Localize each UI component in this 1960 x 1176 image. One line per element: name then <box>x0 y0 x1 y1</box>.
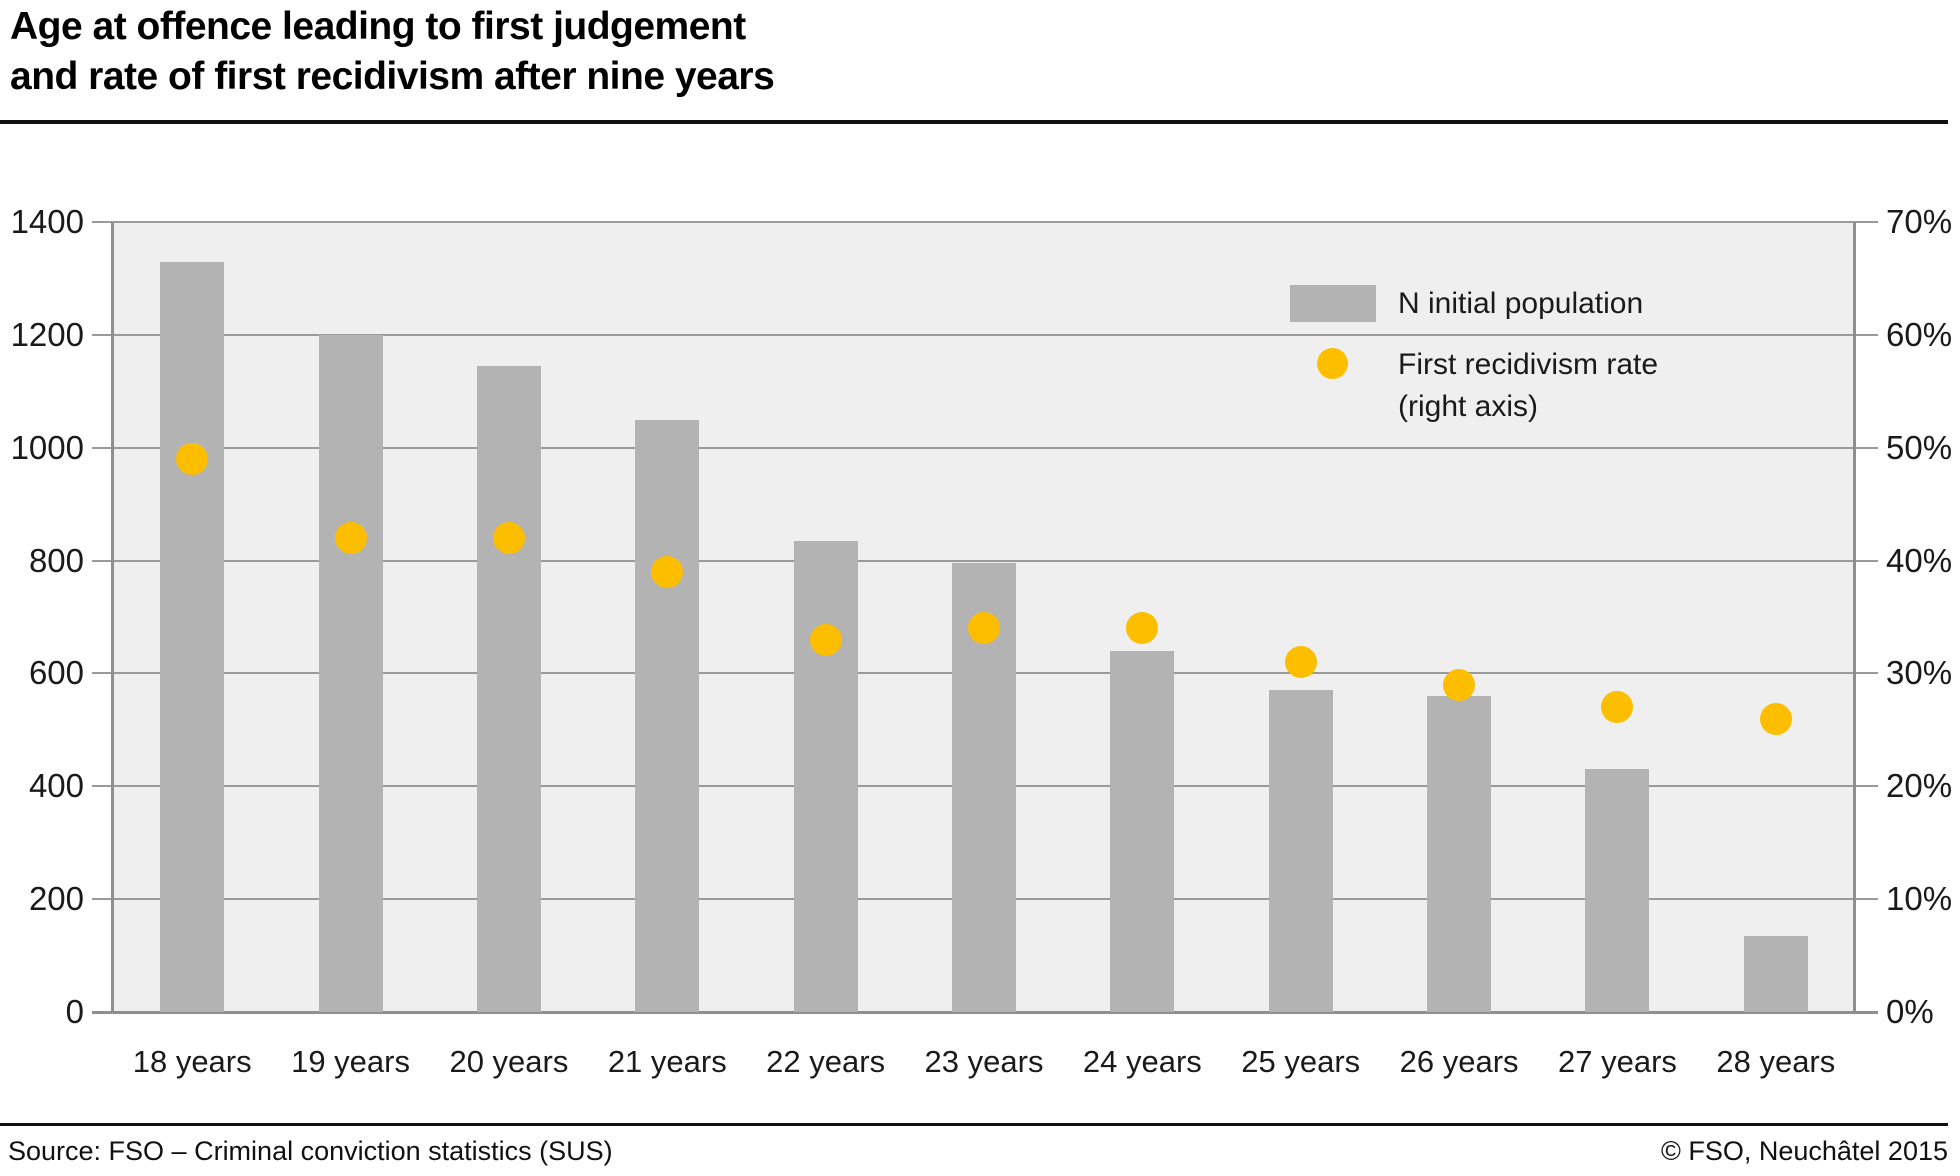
y-axis-tick-label: 1200 <box>10 315 84 353</box>
y2-axis-tick-label: 20% <box>1886 767 1953 805</box>
x-axis-label: 19 years <box>291 1044 410 1079</box>
gridline <box>92 221 1878 223</box>
chart-title-line2: and rate of first recidivism after nine … <box>10 55 775 98</box>
x-axis-label: 27 years <box>1558 1044 1677 1079</box>
bar-initial-population <box>318 334 383 1012</box>
y2-axis-line <box>1853 222 1856 1012</box>
y-axis-tick-label: 1400 <box>10 203 84 240</box>
bar-initial-population <box>1268 690 1333 1012</box>
bar-initial-population <box>635 419 700 1012</box>
bar-initial-population <box>793 540 858 1012</box>
title-divider <box>0 120 1948 124</box>
x-axis-label: 21 years <box>607 1044 727 1079</box>
legend-bar-label: N initial population <box>1398 287 1644 320</box>
footer-copyright: © FSO, Neuchâtel 2015 <box>1660 1136 1948 1166</box>
recidivism-rate-dot <box>968 612 1000 645</box>
x-axis-label: 25 years <box>1241 1044 1361 1079</box>
y2-axis-tick-label: 60% <box>1886 315 1953 353</box>
bar-initial-population <box>1743 935 1808 1012</box>
legend-dot-label-line2: (right axis) <box>1398 390 1539 423</box>
recidivism-rate-dot <box>492 522 525 554</box>
bar-initial-population <box>476 365 541 1012</box>
recidivism-rate-dot <box>1126 612 1159 645</box>
x-axis-label: 23 years <box>924 1044 1044 1079</box>
bar-initial-population <box>160 261 225 1012</box>
chart-title: Age at offence leading to first judgemen… <box>10 2 775 102</box>
y2-axis-tick-label: 50% <box>1886 428 1953 466</box>
x-axis-label: 28 years <box>1716 1044 1836 1079</box>
x-axis-label: 20 years <box>449 1044 569 1079</box>
x-axis-label: 18 years <box>132 1044 252 1079</box>
y-axis-tick-label: 200 <box>28 880 84 918</box>
recidivism-rate-dot <box>1443 668 1476 701</box>
y-axis-line <box>111 222 114 1012</box>
y-axis-tick-label: 600 <box>28 654 84 692</box>
bar-initial-population <box>1110 650 1175 1012</box>
recidivism-rate-dot <box>334 522 367 554</box>
chart-title-line1: Age at offence leading to first judgemen… <box>10 5 746 48</box>
legend-dot-label: First recidivism rate (right axis) <box>1398 344 1658 428</box>
y-axis-tick-label: 400 <box>28 767 84 805</box>
bar-initial-population <box>1585 769 1650 1012</box>
y2-axis-tick-label: 10% <box>1886 880 1953 918</box>
x-axis-line <box>92 1010 1878 1014</box>
y-axis-tick-label: 0 <box>65 993 84 1030</box>
footer-divider <box>0 1123 1948 1126</box>
y-axis-tick-label: 1000 <box>10 428 84 466</box>
recidivism-rate-dot <box>1759 702 1792 735</box>
gridline <box>92 333 1878 336</box>
recidivism-rate-dot <box>809 623 842 656</box>
recidivism-rate-dot <box>176 443 209 475</box>
gridline <box>92 559 1878 562</box>
x-axis-label: 24 years <box>1082 1044 1202 1079</box>
gridline <box>92 446 1878 449</box>
y2-axis-tick-label: 40% <box>1886 541 1953 579</box>
recidivism-rate-dot <box>1601 691 1634 724</box>
legend-dot-swatch <box>1317 348 1348 379</box>
footer-source: Source: FSO – Criminal conviction statis… <box>8 1136 613 1166</box>
recidivism-rate-dot <box>651 555 684 588</box>
y2-axis-tick-label: 0% <box>1886 993 1934 1030</box>
y2-axis-tick-label: 70% <box>1886 203 1953 240</box>
x-axis-label: 22 years <box>766 1044 886 1079</box>
legend-dot-label-line1: First recidivism rate <box>1398 348 1659 381</box>
y-axis-tick-label: 800 <box>28 541 84 579</box>
legend-bar-swatch <box>1290 285 1376 322</box>
bar-initial-population <box>1427 696 1492 1012</box>
y2-axis-tick-label: 30% <box>1886 654 1953 692</box>
x-axis-label: 26 years <box>1399 1044 1519 1079</box>
recidivism-rate-dot <box>1284 646 1317 679</box>
